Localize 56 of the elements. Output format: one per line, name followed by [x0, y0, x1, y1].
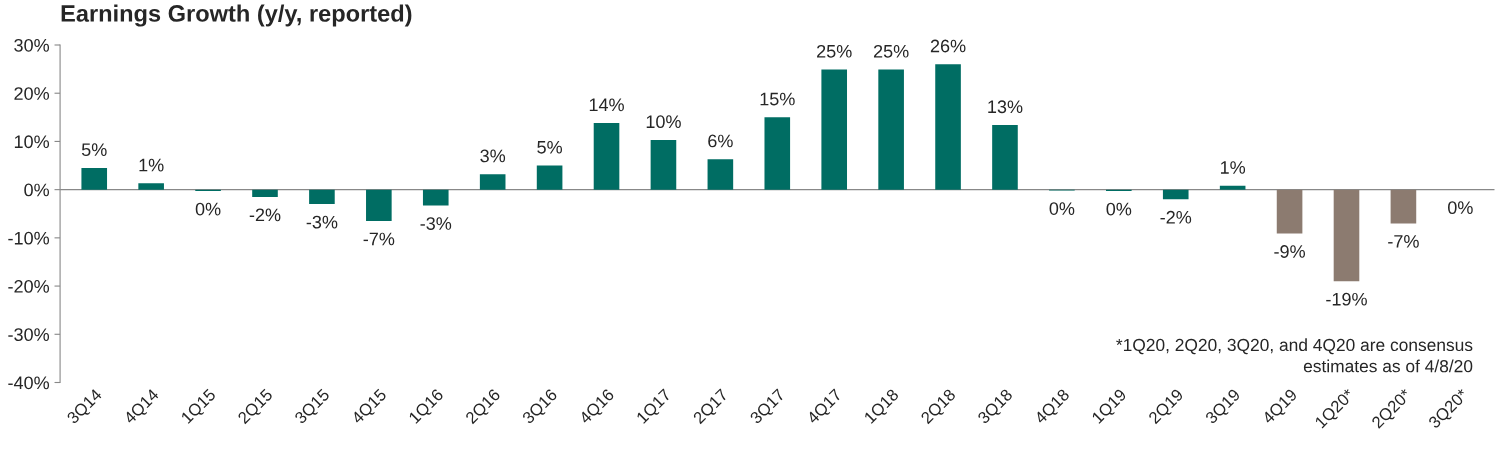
chart-title: Earnings Growth (y/y, reported)	[61, 4, 412, 27]
bar	[992, 125, 1018, 190]
data-label: -19%	[1326, 292, 1367, 306]
y-tick-label: 10%	[14, 135, 50, 149]
data-label: 0%	[1447, 201, 1473, 215]
data-label: 5%	[537, 140, 563, 154]
bar	[764, 117, 791, 190]
data-label: -2%	[249, 208, 281, 222]
bar	[878, 69, 904, 190]
data-label: -7%	[1388, 235, 1419, 248]
data-label: 10%	[646, 115, 681, 129]
data-label: -3%	[420, 217, 452, 230]
bar	[309, 189, 335, 205]
bar	[593, 123, 620, 190]
data-label: 0%	[195, 202, 221, 216]
bar	[1219, 185, 1246, 190]
data-label: 25%	[817, 44, 852, 58]
data-label: -3%	[306, 215, 338, 229]
bar	[707, 159, 734, 190]
data-label: 14%	[589, 98, 624, 112]
data-label: -9%	[1274, 245, 1305, 258]
y-tick-label: 20%	[14, 87, 50, 100]
y-tick-label: 0%	[24, 183, 50, 197]
data-label: 5%	[81, 143, 107, 157]
bar	[1333, 189, 1360, 282]
data-label: 13%	[988, 100, 1023, 114]
data-label: 3%	[480, 149, 506, 163]
data-label: -7%	[363, 232, 395, 246]
y-tick-label: 30%	[14, 38, 50, 52]
bar	[650, 139, 677, 190]
data-label: 6%	[708, 134, 733, 148]
data-label: 0%	[1049, 202, 1075, 215]
bar	[252, 189, 278, 197]
bar	[479, 174, 506, 190]
y-tick-label: -40%	[8, 376, 50, 390]
annotation: *1Q20, 2Q20, 3Q20, and 4Q20 are consensus estimates as of 4/8/20	[1116, 338, 1473, 373]
y-tick-label: -10%	[8, 231, 50, 245]
data-label: 0%	[1106, 202, 1132, 216]
bar	[1162, 189, 1189, 200]
data-label: -2%	[1160, 210, 1192, 224]
bar	[821, 69, 848, 190]
bar	[138, 183, 164, 190]
data-label: 1%	[139, 158, 164, 172]
y-tick-label: -30%	[8, 328, 50, 342]
bar	[366, 189, 392, 221]
data-label: 25%	[873, 44, 909, 58]
data-label: 1%	[1220, 161, 1246, 174]
data-label: 15%	[760, 92, 795, 106]
bar	[935, 64, 961, 190]
y-tick-label: -20%	[8, 280, 50, 293]
bar	[81, 167, 108, 190]
data-label: 26%	[930, 39, 966, 53]
bar	[1276, 189, 1303, 234]
bar	[422, 189, 449, 206]
bar	[1390, 189, 1417, 224]
bar	[536, 165, 563, 190]
